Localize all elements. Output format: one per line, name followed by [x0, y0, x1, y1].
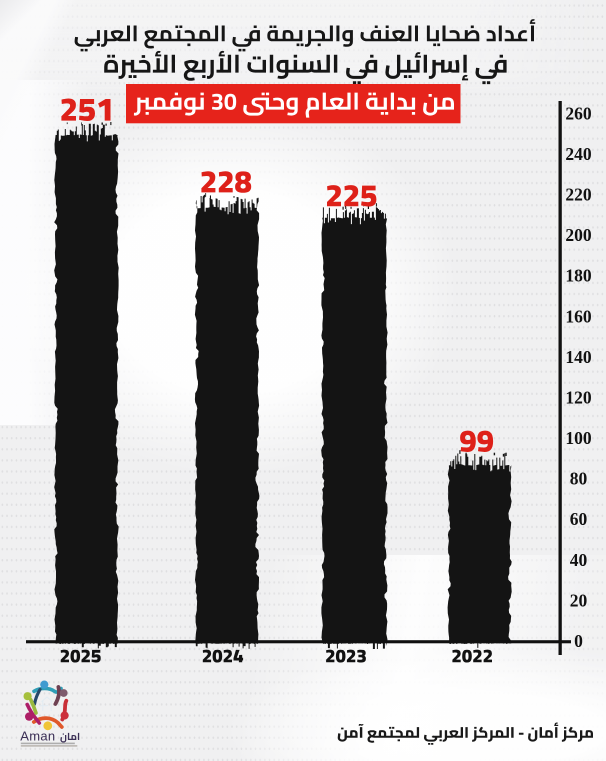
svg-text:40: 40	[570, 550, 588, 570]
svg-text:220: 220	[565, 185, 592, 205]
svg-text:0: 0	[574, 631, 583, 651]
svg-text:200: 200	[565, 225, 592, 245]
svg-text:260: 260	[565, 103, 592, 123]
svg-text:100: 100	[565, 428, 592, 448]
svg-text:20: 20	[570, 590, 588, 610]
svg-text:80: 80	[570, 469, 588, 489]
svg-text:60: 60	[570, 509, 588, 529]
svg-text:240: 240	[565, 144, 592, 164]
svg-text:160: 160	[565, 306, 592, 326]
svg-text:Aman: Aman	[20, 728, 55, 743]
svg-text:120: 120	[565, 388, 592, 408]
svg-text:180: 180	[565, 266, 592, 286]
svg-text:140: 140	[565, 347, 592, 367]
